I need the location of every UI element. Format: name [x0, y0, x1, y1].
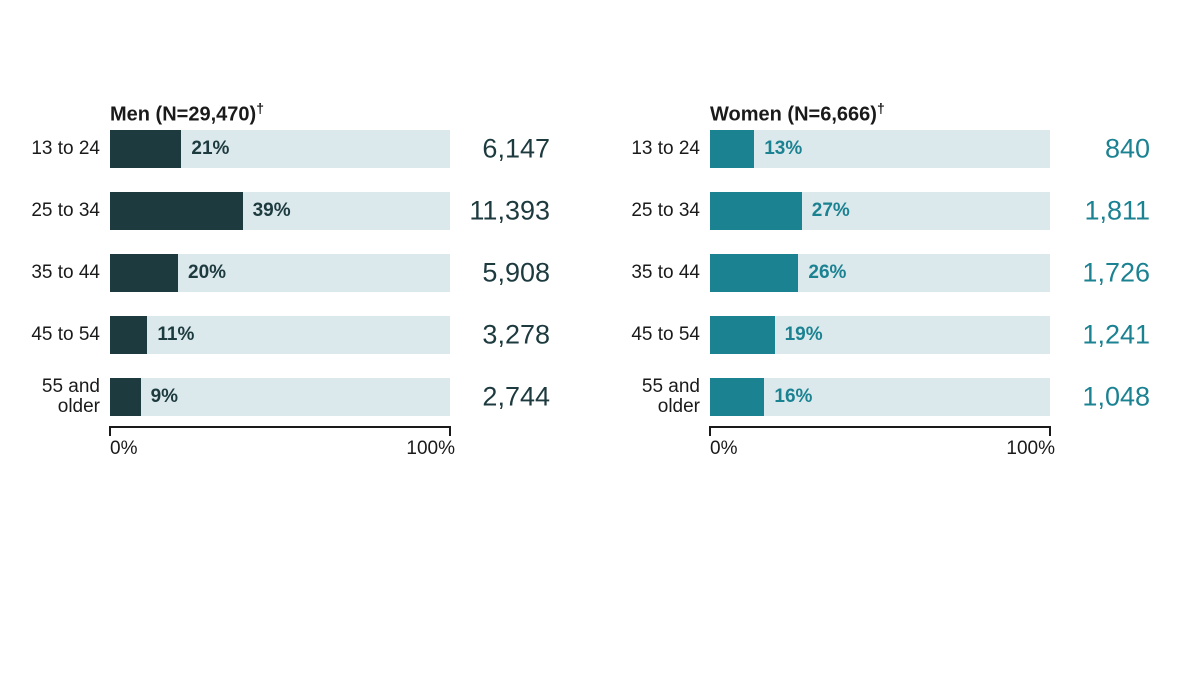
bar-row: 13 to 24 13% 840 [620, 130, 1150, 168]
count-label: 840 [1060, 134, 1150, 165]
panel-men-dagger: † [256, 100, 264, 116]
row-label: 25 to 34 [620, 201, 700, 221]
row-label: 55 and older [620, 377, 700, 417]
bar-track [110, 130, 450, 168]
bar-row: 55 and older 16% 1,048 [620, 378, 1150, 416]
count-label: 1,811 [1060, 196, 1150, 227]
axis-tick-label: 100% [1000, 438, 1055, 460]
row-label: 13 to 24 [20, 139, 100, 159]
panel-women-n: 6,666 [820, 104, 870, 126]
row-label: 55 and older [20, 377, 100, 417]
axis-tick [1049, 426, 1051, 436]
pct-label: 26% [808, 262, 846, 284]
pct-label: 27% [812, 200, 850, 222]
pct-label: 39% [253, 200, 291, 222]
bar-fill [110, 316, 147, 354]
bar-fill [710, 192, 802, 230]
bar-row: 25 to 34 39% 11,393 [20, 192, 550, 230]
bar-fill [710, 254, 798, 292]
panel-men-axis [110, 426, 450, 428]
axis-tick [109, 426, 111, 436]
row-label: 25 to 34 [20, 201, 100, 221]
bar-row: 35 to 44 26% 1,726 [620, 254, 1150, 292]
pct-label: 16% [774, 386, 812, 408]
bar-row: 55 and older 9% 2,744 [20, 378, 550, 416]
count-label: 5,908 [460, 258, 550, 289]
bar-row: 45 to 54 11% 3,278 [20, 316, 550, 354]
bar-fill [110, 378, 141, 416]
panel-women-title-prefix: Women (N= [710, 104, 820, 126]
row-label: 13 to 24 [620, 139, 700, 159]
bar-track [710, 378, 1050, 416]
pct-label: 21% [191, 138, 229, 160]
bar-track [710, 254, 1050, 292]
bar-track [710, 192, 1050, 230]
panel-women-title-suffix: ) [870, 104, 877, 126]
row-label: 45 to 54 [20, 325, 100, 345]
bar-fill [110, 192, 243, 230]
panel-men-title-prefix: Men (N= [110, 104, 188, 126]
bar-fill [710, 316, 775, 354]
bar-fill [710, 378, 764, 416]
pct-label: 19% [785, 324, 823, 346]
panel-women-dagger: † [877, 100, 885, 116]
bar-fill [710, 130, 754, 168]
panel-women-title: Women (N=6,666)† [710, 100, 885, 127]
panel-women-axis [710, 426, 1050, 428]
bar-fill [110, 130, 181, 168]
axis-tick-label: 100% [400, 438, 455, 460]
count-label: 1,241 [1060, 320, 1150, 351]
bar-row: 25 to 34 27% 1,811 [620, 192, 1150, 230]
count-label: 11,393 [460, 196, 550, 227]
bar-track [710, 316, 1050, 354]
bar-row: 35 to 44 20% 5,908 [20, 254, 550, 292]
panel-men-n: 29,470 [188, 104, 249, 126]
axis-tick-label: 0% [110, 438, 137, 460]
count-label: 1,726 [1060, 258, 1150, 289]
row-label: 35 to 44 [20, 263, 100, 283]
bar-row: 45 to 54 19% 1,241 [620, 316, 1150, 354]
count-label: 6,147 [460, 134, 550, 165]
pct-label: 9% [151, 386, 178, 408]
bar-track [110, 254, 450, 292]
row-label: 35 to 44 [620, 263, 700, 283]
panel-men-title: Men (N=29,470)† [110, 100, 264, 127]
chart-canvas: Men (N=29,470)† 13 to 2421%6,14725 to 34… [0, 0, 1200, 675]
bar-fill [110, 254, 178, 292]
pct-label: 13% [764, 138, 802, 160]
axis-tick [449, 426, 451, 436]
count-label: 1,048 [1060, 382, 1150, 413]
axis-tick-label: 0% [710, 438, 737, 460]
row-label: 45 to 54 [620, 325, 700, 345]
axis-tick [709, 426, 711, 436]
count-label: 3,278 [460, 320, 550, 351]
count-label: 2,744 [460, 382, 550, 413]
pct-label: 20% [188, 262, 226, 284]
pct-label: 11% [157, 324, 194, 346]
bar-row: 13 to 24 21% 6,147 [20, 130, 550, 168]
bar-track [710, 130, 1050, 168]
